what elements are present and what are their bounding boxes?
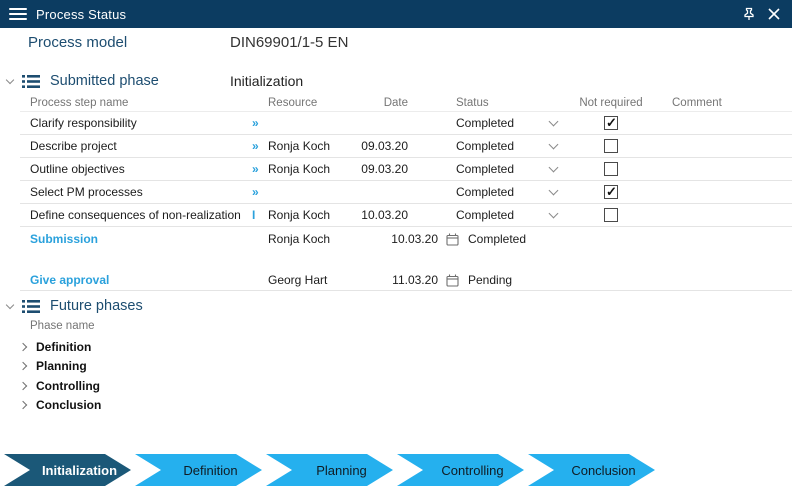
- table-row: Describe project » Ronja Koch 09.03.20 C…: [20, 135, 792, 158]
- resource-cell: Georg Hart: [268, 273, 328, 287]
- phase-row-controlling[interactable]: Controlling: [20, 376, 780, 396]
- step-name: Describe project: [30, 139, 117, 153]
- collapse-chevron-icon[interactable]: [6, 77, 14, 85]
- flow-segment-conclusion[interactable]: Conclusion: [528, 454, 655, 486]
- not-required-checkbox[interactable]: [604, 115, 618, 131]
- dropdown-chevron-icon[interactable]: [548, 208, 566, 219]
- date-cell: 10.03.20: [361, 208, 408, 222]
- table-header-row: Process step name Resource Date Status N…: [20, 94, 792, 112]
- col-step: Process step name: [30, 96, 129, 109]
- col-resource: Resource: [268, 96, 318, 109]
- process-model-label: Process model: [28, 34, 128, 51]
- window-title: Process Status: [36, 6, 127, 22]
- not-required-checkbox[interactable]: [604, 162, 618, 176]
- future-phases-header: Future phases: [6, 295, 143, 317]
- milestone-row: Submission Ronja Koch 10.03.20 Completed: [20, 229, 792, 249]
- col-date: Date: [383, 96, 408, 109]
- pin-icon[interactable]: [742, 7, 756, 21]
- calendar-icon: [446, 274, 462, 287]
- milestone-link[interactable]: Give approval: [30, 273, 110, 287]
- phase-row-definition[interactable]: Definition: [20, 337, 780, 357]
- not-required-checkbox[interactable]: [604, 184, 618, 200]
- date-cell: 09.03.20: [361, 162, 408, 176]
- status-dropdown[interactable]: Completed: [456, 208, 515, 222]
- col-comment: Comment: [672, 96, 722, 109]
- calendar-icon: [446, 233, 462, 246]
- expand-chevron-icon[interactable]: [20, 382, 28, 390]
- milestone-rows: Submission Ronja Koch 10.03.20 Completed…: [20, 226, 792, 291]
- submitted-phase-title: Submitted phase: [50, 73, 159, 89]
- submitted-phase-value: Initialization: [230, 73, 304, 89]
- close-icon[interactable]: [768, 8, 780, 20]
- status-dropdown[interactable]: Completed: [456, 162, 515, 176]
- flow-segment-initialization[interactable]: Initialization: [4, 454, 131, 486]
- resource-cell: Ronja Koch: [268, 139, 331, 153]
- step-name: Outline objectives: [30, 162, 125, 176]
- process-step-table: Process step name Resource Date Status N…: [20, 94, 792, 227]
- status-dropdown[interactable]: Completed: [456, 116, 515, 130]
- phase-flow-bar: Initialization Definition Planning Contr…: [4, 454, 659, 486]
- flow-segment-definition[interactable]: Definition: [135, 454, 262, 486]
- flow-segment-planning[interactable]: Planning: [266, 454, 393, 486]
- phase-row-conclusion[interactable]: Conclusion: [20, 396, 780, 416]
- collapse-chevron-icon[interactable]: [6, 302, 14, 310]
- phase-row-planning[interactable]: Planning: [20, 357, 780, 377]
- title-bar: Process Status: [0, 0, 792, 28]
- col-status: Status: [456, 96, 489, 109]
- process-model-row: Process model DIN69901/1-5 EN: [28, 34, 792, 56]
- future-phases-title: Future phases: [50, 298, 143, 314]
- dropdown-chevron-icon[interactable]: [548, 116, 566, 127]
- process-model-value[interactable]: DIN69901/1-5 EN: [230, 34, 349, 51]
- assign-resource-icon[interactable]: »: [252, 162, 259, 176]
- flow-segment-controlling[interactable]: Controlling: [397, 454, 524, 486]
- milestone-row: Give approval Georg Hart 11.03.20 Pendin…: [20, 270, 792, 291]
- dropdown-chevron-icon[interactable]: [548, 162, 566, 173]
- submitted-phase-header: Submitted phase Initialization: [6, 70, 303, 92]
- milestone-link[interactable]: Submission: [30, 232, 99, 246]
- expand-chevron-icon[interactable]: [20, 362, 28, 370]
- assign-resource-icon[interactable]: »: [252, 116, 259, 130]
- list-icon: [22, 74, 40, 89]
- date-cell: 09.03.20: [361, 139, 408, 153]
- assign-resource-icon[interactable]: »: [252, 185, 259, 199]
- date-cell: 11.03.20: [392, 273, 438, 287]
- milestone-status: Completed: [468, 232, 527, 246]
- resource-cell: Ronja Koch: [268, 232, 331, 246]
- future-phase-list: Definition Planning Controlling Conclusi…: [20, 337, 780, 415]
- dropdown-chevron-icon[interactable]: [548, 185, 566, 196]
- step-name: Define consequences of non-realization: [30, 208, 241, 222]
- info-marker-icon[interactable]: I: [252, 208, 256, 222]
- menu-icon[interactable]: [9, 8, 27, 20]
- phase-name-column-header: Phase name: [30, 320, 95, 332]
- date-cell: 10.03.20: [391, 232, 438, 246]
- milestone-status: Pending: [468, 273, 513, 287]
- resource-cell: Ronja Koch: [268, 162, 331, 176]
- resource-cell: Ronja Koch: [268, 208, 331, 222]
- col-not-required: Not required: [579, 96, 643, 109]
- table-row: Select PM processes » Completed: [20, 181, 792, 204]
- list-icon: [22, 299, 40, 314]
- step-name: Clarify responsibility: [30, 116, 137, 130]
- table-row: Define consequences of non-realization I…: [20, 204, 792, 227]
- step-name: Select PM processes: [30, 185, 143, 199]
- status-dropdown[interactable]: Completed: [456, 185, 515, 199]
- table-row: Outline objectives » Ronja Koch 09.03.20…: [20, 158, 792, 181]
- assign-resource-icon[interactable]: »: [252, 139, 259, 153]
- status-dropdown[interactable]: Completed: [456, 139, 515, 153]
- expand-chevron-icon[interactable]: [20, 343, 28, 351]
- dropdown-chevron-icon[interactable]: [548, 139, 566, 150]
- expand-chevron-icon[interactable]: [20, 401, 28, 409]
- table-row: Clarify responsibility » Completed: [20, 112, 792, 135]
- not-required-checkbox[interactable]: [604, 139, 618, 153]
- not-required-checkbox[interactable]: [604, 208, 618, 222]
